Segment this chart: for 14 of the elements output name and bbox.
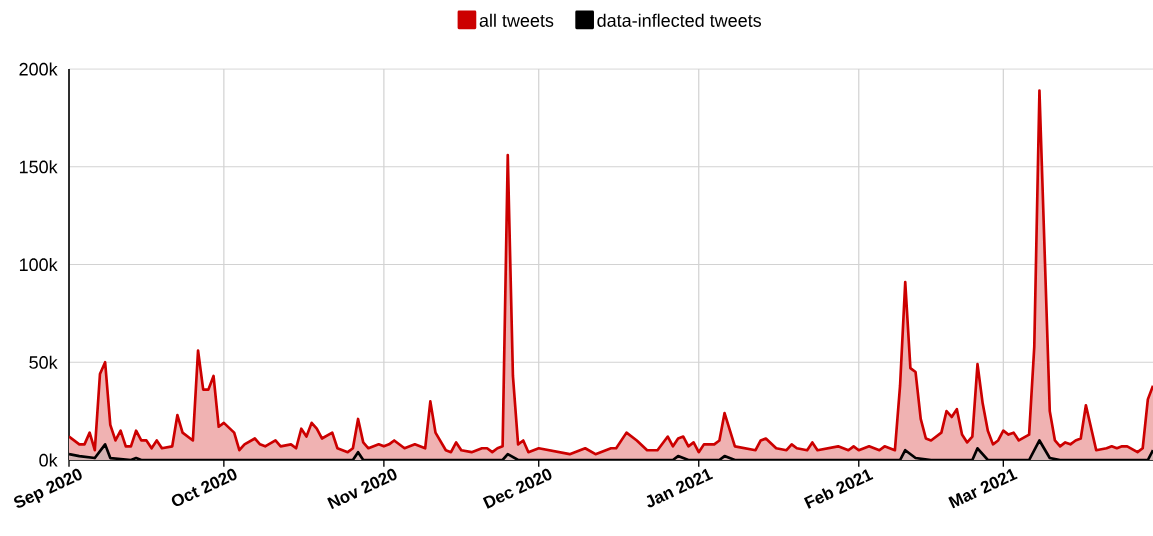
y-tick-label: 50k: [29, 355, 58, 369]
x-tick-label: Oct 2020: [171, 468, 237, 507]
legend-label: data-inflected tweets: [597, 13, 762, 27]
legend-label: all tweets: [479, 13, 554, 27]
y-tick-label: 0k: [39, 453, 58, 467]
x-tick-label: Sep 2020: [14, 468, 82, 508]
x-tick-label: Jan 2021: [646, 468, 714, 508]
y-tick-label: 150k: [19, 160, 58, 174]
x-tick-label: Mar 2021: [948, 468, 1018, 509]
x-tick-label: Feb 2021: [803, 469, 874, 509]
y-tick-label: 100k: [19, 257, 58, 272]
x-tick-label: Dec 2020: [482, 468, 552, 509]
y-tick-label: 200k: [19, 62, 58, 76]
x-tick-label: Nov 2020: [327, 468, 397, 510]
